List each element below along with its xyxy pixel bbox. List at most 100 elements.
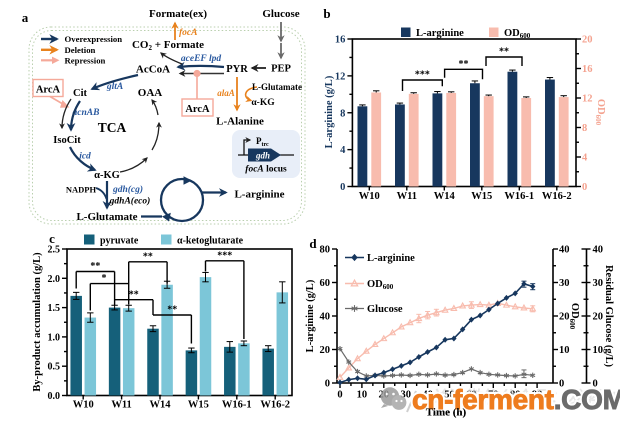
svg-text:0: 0: [325, 379, 330, 390]
svg-text:cn-ferment.COM: cn-ferment.COM: [412, 384, 620, 415]
svg-text:**: **: [499, 47, 509, 58]
svg-text:α-ketoglutarate: α-ketoglutarate: [177, 236, 244, 247]
svg-text:40: 40: [559, 245, 570, 256]
svg-text:c: c: [49, 231, 55, 246]
svg-text:W16-2: W16-2: [542, 191, 572, 202]
svg-text:16: 16: [335, 35, 346, 46]
svg-text:W15: W15: [471, 191, 492, 202]
svg-text:70: 70: [488, 390, 499, 401]
svg-text:30: 30: [593, 278, 604, 289]
svg-text:Residual Glucose (g/L): Residual Glucose (g/L): [603, 265, 614, 368]
svg-text:icd: icd: [79, 152, 91, 162]
svg-text:1.0: 1.0: [48, 332, 61, 343]
svg-text:8: 8: [340, 108, 345, 119]
svg-text:12: 12: [582, 94, 593, 105]
svg-text:W15: W15: [188, 400, 209, 411]
svg-text:60: 60: [466, 390, 477, 401]
svg-text:L-arginine (g/L): L-arginine (g/L): [324, 75, 335, 148]
svg-text:30: 30: [559, 278, 570, 289]
svg-text:30: 30: [400, 390, 411, 401]
svg-text:ArcA: ArcA: [185, 104, 210, 115]
svg-text:*: *: [102, 273, 107, 284]
svg-text:PEP: PEP: [271, 64, 291, 75]
svg-text:a: a: [22, 10, 29, 25]
svg-text:W14: W14: [434, 191, 456, 202]
svg-text:Formate(ex): Formate(ex): [149, 8, 207, 20]
svg-text:40: 40: [593, 245, 604, 256]
svg-text:8: 8: [582, 123, 587, 134]
svg-text:**: **: [143, 251, 153, 262]
svg-text:L-Glutamate: L-Glutamate: [252, 82, 302, 92]
svg-text:90: 90: [532, 390, 543, 401]
svg-text:gltA: gltA: [106, 82, 123, 92]
svg-text:aceEF lpd: aceEF lpd: [181, 54, 221, 64]
svg-text:L-arginine: L-arginine: [234, 189, 284, 201]
svg-text:Cit: Cit: [73, 88, 88, 99]
svg-text:0: 0: [593, 379, 598, 390]
svg-text:d: d: [309, 236, 317, 251]
svg-text:CO2 + Formate: CO2 + Formate: [132, 39, 204, 52]
svg-text:focA: focA: [179, 28, 197, 38]
svg-text:acnAB: acnAB: [73, 108, 100, 118]
svg-text:cn-ferment.COM: cn-ferment.COM: [412, 384, 620, 415]
svg-text:40: 40: [422, 390, 433, 401]
svg-text:gdhA(eco): gdhA(eco): [109, 196, 151, 207]
svg-text:alaA: alaA: [217, 88, 235, 98]
svg-text:0: 0: [582, 182, 587, 193]
svg-text:0.0: 0.0: [48, 391, 61, 402]
svg-text:4: 4: [582, 153, 588, 164]
svg-text:80: 80: [320, 245, 331, 256]
svg-text:0.5: 0.5: [48, 362, 61, 373]
svg-text:0: 0: [559, 379, 564, 390]
svg-text:OAA: OAA: [138, 87, 163, 99]
svg-text:***: ***: [217, 250, 232, 261]
svg-text:***: ***: [415, 70, 430, 81]
svg-text:Repression: Repression: [65, 56, 106, 66]
svg-text:Time (h): Time (h): [426, 407, 467, 419]
svg-text:W11: W11: [397, 191, 417, 202]
svg-text:W16-1: W16-1: [504, 191, 534, 202]
svg-text:W16-1: W16-1: [222, 400, 252, 411]
svg-text:20: 20: [582, 35, 593, 46]
svg-text:Deletion: Deletion: [65, 45, 96, 55]
svg-text:b: b: [323, 6, 330, 21]
svg-text:AcCoA: AcCoA: [136, 64, 170, 76]
svg-text:W16-2: W16-2: [260, 400, 290, 411]
svg-text:20: 20: [593, 312, 604, 323]
svg-text:NADPH: NADPH: [66, 185, 97, 195]
svg-text:0: 0: [340, 182, 345, 193]
svg-text:**: **: [90, 261, 100, 272]
svg-text:10: 10: [593, 345, 604, 356]
svg-text:gdh(cg): gdh(cg): [112, 184, 143, 195]
svg-text:W10: W10: [359, 191, 380, 202]
svg-text:pyruvate: pyruvate: [100, 236, 139, 247]
svg-text:20: 20: [559, 312, 570, 323]
svg-text:W11: W11: [111, 400, 131, 411]
svg-text:**: **: [459, 59, 469, 70]
svg-text:Time (h): Time (h): [426, 407, 467, 419]
svg-text:L-arginine: L-arginine: [416, 28, 464, 39]
svg-text:L-arginine (g/L): L-arginine (g/L): [305, 279, 316, 352]
svg-text:W10: W10: [73, 400, 94, 411]
svg-text:α-KG: α-KG: [94, 170, 120, 181]
svg-text:4: 4: [340, 145, 346, 156]
svg-text:**: **: [129, 289, 139, 300]
svg-text:L-arginine: L-arginine: [367, 253, 415, 264]
svg-text:α-KG: α-KG: [251, 98, 275, 108]
svg-text:2.5: 2.5: [48, 245, 61, 256]
svg-text:gdh: gdh: [255, 150, 270, 160]
svg-text:By-product accumulation (g/L): By-product accumulation (g/L): [32, 252, 43, 392]
svg-text:L-Glutamate: L-Glutamate: [76, 211, 137, 223]
svg-text:focA locus: focA locus: [245, 165, 287, 175]
svg-text:ArcA: ArcA: [36, 85, 61, 96]
svg-text:0: 0: [337, 390, 342, 401]
svg-text:1.5: 1.5: [48, 303, 61, 314]
svg-text:PYR: PYR: [226, 64, 248, 75]
svg-text:**: **: [167, 305, 177, 316]
svg-text:关注微信公众号：发酵之家: 关注微信公众号：发酵之家: [430, 387, 620, 407]
svg-text:2.0: 2.0: [48, 274, 61, 285]
svg-text:L-Alanine: L-Alanine: [216, 116, 264, 128]
svg-text:16: 16: [582, 64, 593, 75]
svg-text:W14: W14: [150, 400, 172, 411]
svg-text:40: 40: [320, 312, 331, 323]
